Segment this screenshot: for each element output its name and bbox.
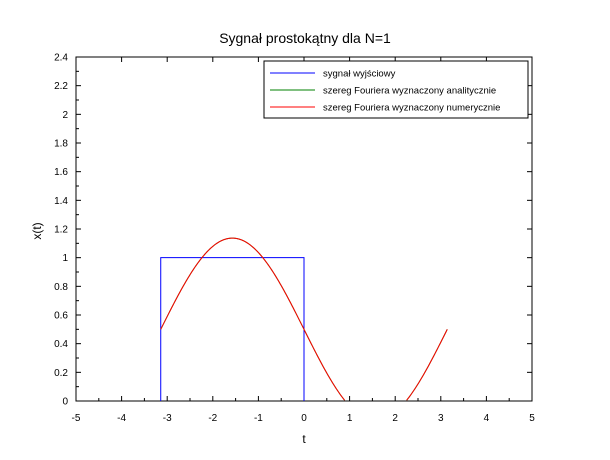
y-tick-label: 0.8 — [54, 282, 68, 293]
y-tick-label: 0.4 — [54, 339, 68, 350]
x-tick-label: 1 — [347, 413, 353, 424]
series-layer — [160, 237, 448, 401]
y-tick-label: 1.2 — [54, 225, 68, 236]
legend-entry-label: szereg Fouriera wyznaczony numerycznie — [323, 103, 500, 114]
x-tick-label: 5 — [529, 413, 535, 424]
legend-entry-label: szereg Fouriera wyznaczony analitycznie — [323, 86, 496, 97]
y-tick-label: 2.2 — [54, 81, 68, 92]
x-axis-label: t — [302, 432, 306, 446]
y-tick-label: 0 — [62, 397, 68, 408]
x-tick-label: -4 — [117, 413, 126, 424]
y-axis: 0 0.2 0.4 0.6 0.8 1 1.2 1.4 1.6 1.8 2 2.2 2.4 — [54, 53, 532, 408]
x-tick-label: -2 — [208, 413, 217, 424]
x-tick-label: 3 — [438, 413, 444, 424]
y-tick-label: 0.2 — [54, 368, 68, 379]
y-tick-label: 1.6 — [54, 167, 68, 178]
chart-title: Sygnał prostokątny dla N=1 — [219, 30, 391, 46]
series-line-2 — [160, 237, 448, 401]
y-tick-label: 2 — [62, 110, 68, 121]
y-tick-label: 1.4 — [54, 196, 68, 207]
x-tick-label: -3 — [163, 413, 172, 424]
y-tick-label: 1 — [62, 253, 68, 264]
legend: sygnał wyjściowy szereg Fouriera wyznaczo… — [263, 60, 529, 119]
x-tick-label: 4 — [484, 413, 490, 424]
y-tick-label: 0.6 — [54, 311, 68, 322]
y-tick-label: 1.8 — [54, 139, 68, 150]
x-tick-label: -1 — [254, 413, 263, 424]
legend-entry-label: sygnał wyjściowy — [323, 69, 396, 80]
y-axis-label: x(t) — [30, 222, 44, 239]
y-tick-label: 2.4 — [54, 53, 68, 64]
x-tick-label: 0 — [301, 413, 307, 424]
x-tick-label: 2 — [392, 413, 398, 424]
x-tick-label: -5 — [72, 413, 81, 424]
